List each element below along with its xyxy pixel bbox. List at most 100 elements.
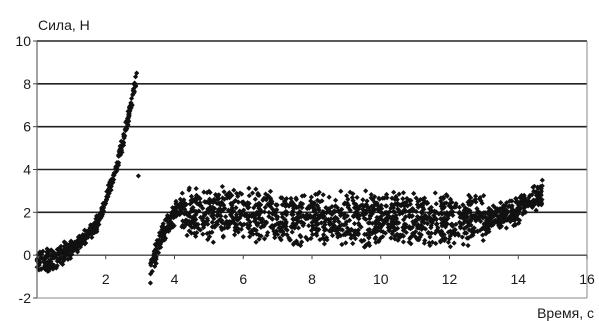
data-point bbox=[283, 226, 289, 232]
data-point bbox=[447, 244, 454, 250]
data-point bbox=[234, 190, 240, 197]
data-point bbox=[260, 197, 266, 203]
data-point bbox=[393, 212, 399, 219]
data-point bbox=[512, 211, 518, 217]
data-point bbox=[448, 205, 455, 211]
data-point bbox=[421, 240, 427, 246]
data-point bbox=[311, 213, 317, 219]
data-point bbox=[415, 198, 421, 205]
data-point bbox=[520, 205, 527, 211]
data-point bbox=[321, 213, 327, 219]
data-point bbox=[61, 258, 67, 264]
data-point bbox=[384, 195, 390, 201]
data-point bbox=[492, 217, 499, 224]
data-point bbox=[339, 227, 346, 233]
data-point bbox=[218, 202, 224, 208]
data-point bbox=[57, 254, 64, 261]
data-point bbox=[502, 206, 508, 212]
data-point bbox=[366, 226, 373, 233]
data-point bbox=[96, 217, 102, 223]
data-point bbox=[412, 229, 419, 235]
data-point bbox=[159, 237, 165, 243]
data-point bbox=[423, 213, 429, 219]
data-point bbox=[509, 217, 515, 223]
data-point bbox=[126, 113, 132, 119]
x-tick-label: 4 bbox=[171, 271, 179, 287]
data-point bbox=[294, 241, 301, 247]
data-point bbox=[209, 219, 215, 225]
data-point bbox=[65, 256, 71, 262]
data-point bbox=[482, 227, 489, 233]
data-point bbox=[374, 202, 381, 208]
data-point bbox=[482, 214, 488, 220]
data-point bbox=[200, 205, 206, 211]
data-point bbox=[283, 219, 289, 225]
data-point bbox=[107, 180, 114, 186]
data-point bbox=[331, 216, 337, 222]
data-point bbox=[247, 234, 253, 240]
data-point bbox=[445, 215, 451, 221]
data-point bbox=[231, 187, 237, 193]
data-point bbox=[345, 230, 351, 237]
data-point bbox=[499, 210, 505, 216]
data-point bbox=[477, 210, 484, 216]
data-point bbox=[316, 215, 322, 221]
data-point bbox=[419, 210, 425, 216]
data-point bbox=[36, 267, 42, 273]
data-point bbox=[334, 205, 341, 211]
data-point bbox=[308, 235, 314, 241]
data-point bbox=[209, 224, 215, 230]
data-point bbox=[325, 216, 331, 223]
data-point bbox=[282, 198, 288, 204]
data-point bbox=[366, 232, 372, 239]
data-point bbox=[368, 195, 374, 201]
data-point bbox=[258, 233, 264, 239]
data-point bbox=[361, 215, 367, 221]
data-point bbox=[465, 210, 471, 216]
data-point bbox=[295, 218, 301, 224]
data-point bbox=[533, 193, 540, 199]
data-point bbox=[453, 204, 459, 210]
data-point bbox=[209, 198, 215, 205]
data-point bbox=[48, 256, 54, 263]
axes bbox=[33, 40, 588, 299]
data-point bbox=[219, 183, 225, 190]
data-point bbox=[468, 201, 474, 208]
data-point bbox=[348, 235, 354, 241]
data-point bbox=[69, 251, 75, 257]
data-point bbox=[477, 218, 484, 224]
data-point bbox=[326, 194, 332, 200]
data-point bbox=[400, 200, 406, 206]
data-point bbox=[400, 233, 407, 239]
data-point bbox=[127, 103, 133, 109]
data-point bbox=[431, 208, 438, 214]
data-point bbox=[408, 208, 414, 214]
data-point bbox=[201, 189, 207, 195]
data-point bbox=[300, 201, 306, 207]
data-point bbox=[428, 204, 434, 210]
data-point bbox=[337, 210, 343, 217]
data-point bbox=[358, 237, 364, 244]
data-point bbox=[43, 262, 49, 269]
data-point bbox=[232, 224, 238, 231]
data-point bbox=[179, 210, 185, 216]
data-point bbox=[463, 224, 469, 230]
data-point bbox=[432, 230, 438, 236]
data-point bbox=[462, 218, 468, 224]
data-point bbox=[45, 259, 51, 265]
data-point bbox=[472, 196, 479, 202]
data-point bbox=[375, 228, 381, 234]
data-point bbox=[463, 230, 469, 236]
data-point bbox=[278, 227, 284, 233]
data-point bbox=[509, 211, 515, 217]
data-point bbox=[466, 222, 472, 228]
data-point bbox=[237, 220, 243, 227]
data-point bbox=[457, 223, 464, 230]
data-point bbox=[447, 233, 453, 239]
data-point bbox=[512, 208, 519, 214]
data-point bbox=[421, 195, 428, 201]
data-point bbox=[149, 268, 155, 274]
data-point bbox=[224, 218, 230, 224]
data-point bbox=[288, 195, 294, 202]
data-point bbox=[320, 235, 326, 241]
